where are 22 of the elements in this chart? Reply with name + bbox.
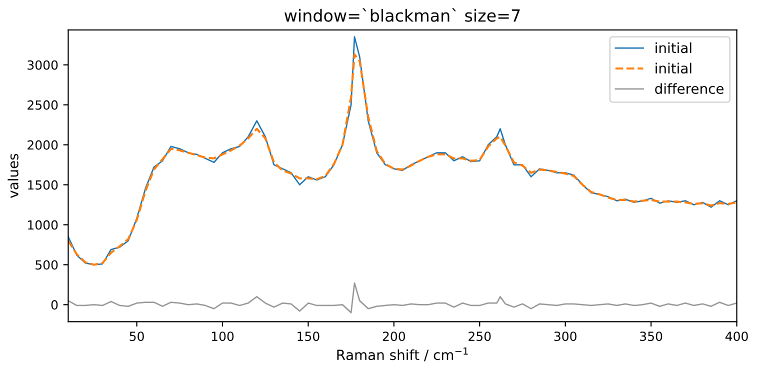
chart-title: window=`blackman` size=7 [284, 8, 520, 22]
y-tick-label: 2000 [28, 140, 58, 150]
x-tick-label: 300 [554, 332, 576, 342]
y-tick-label: 0 [51, 300, 58, 310]
legend-label: initial [656, 42, 692, 54]
x-tick-label: 400 [725, 332, 748, 342]
x-tick-label: 150 [298, 332, 320, 342]
line-series [68, 282, 737, 314]
y-tick-label: 1500 [28, 180, 58, 190]
y-tick-label: 500 [36, 260, 58, 270]
legend-label: initial [656, 62, 692, 74]
y-tick-label: 1000 [28, 220, 58, 230]
x-tick-label: 350 [640, 332, 662, 342]
y-axis-title: values [8, 154, 18, 198]
x-tick-label: 100 [212, 332, 234, 342]
y-tick-label: 2500 [28, 100, 58, 110]
x-axis-title: Raman shift / cm$^{−1}$ [337, 348, 468, 362]
x-tick-label: 250 [468, 332, 491, 342]
y-tick-label: 3000 [28, 60, 58, 70]
x-tick-label: 200 [382, 332, 406, 342]
x-tick-label: 50 [130, 332, 144, 342]
legend-label: difference [655, 83, 724, 94]
